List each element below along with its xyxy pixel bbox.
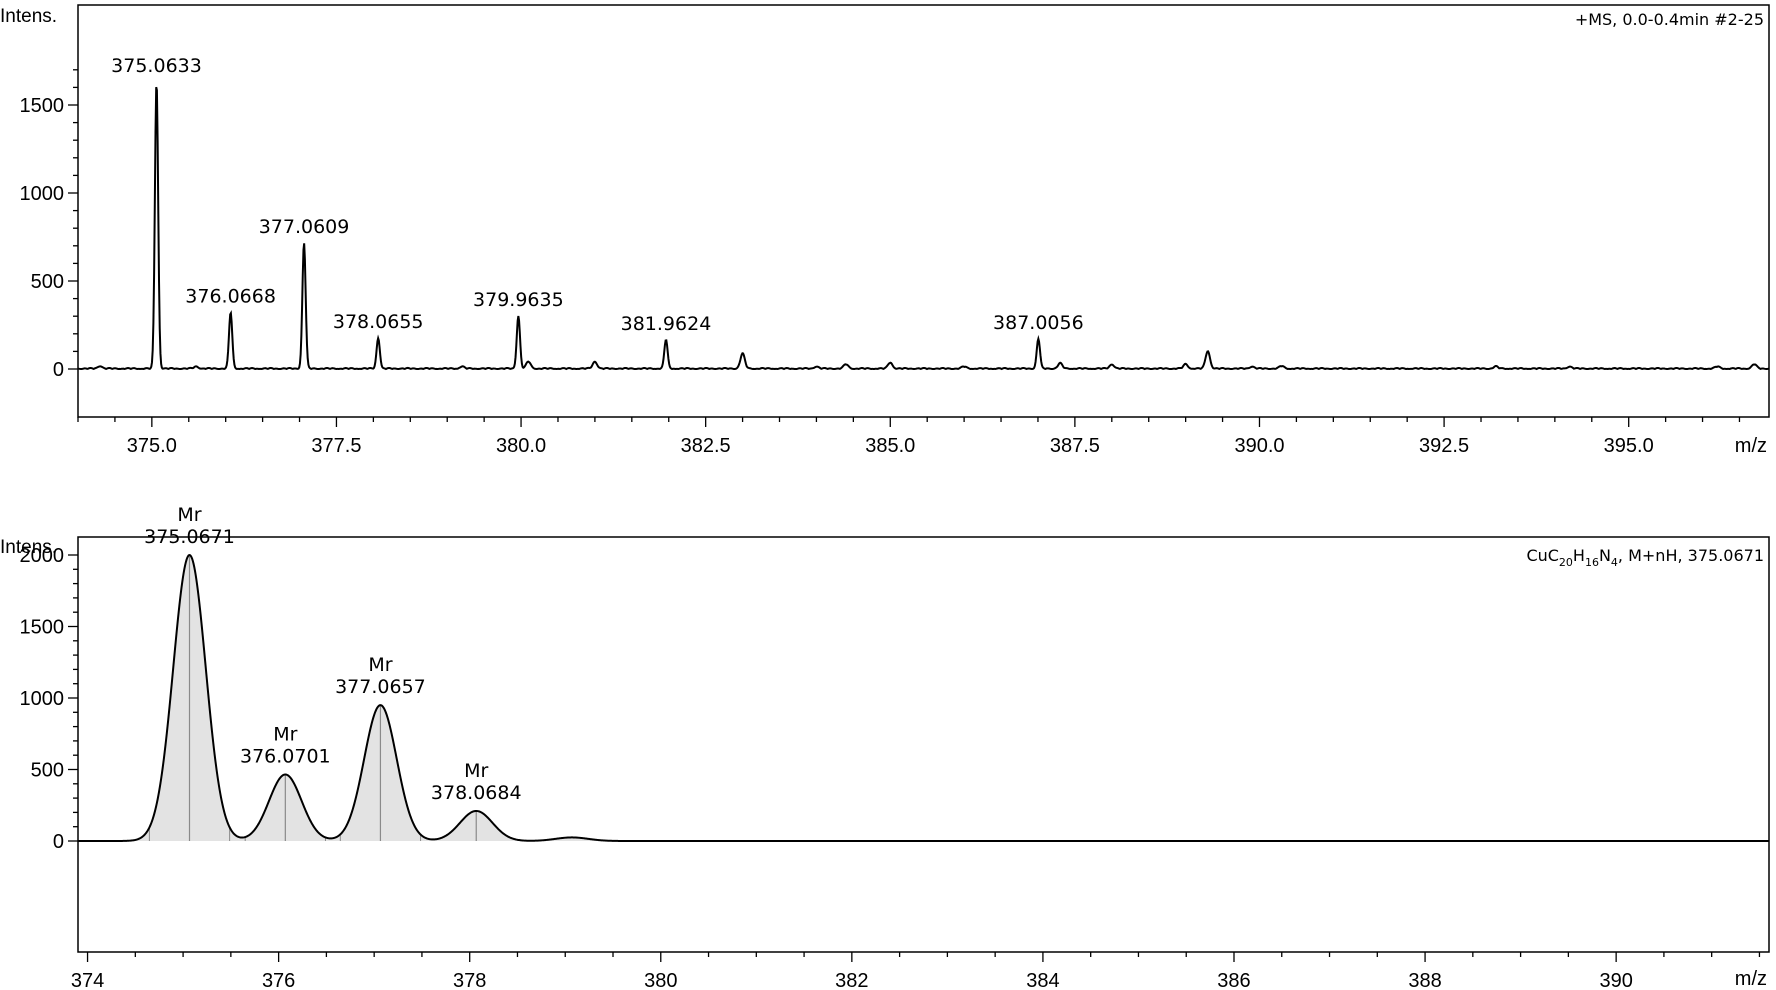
isotope-sticks (148, 555, 477, 841)
y-tick-label: 1500 (20, 95, 65, 117)
y-tick-label: 500 (31, 760, 64, 782)
y-tick-label: 0 (53, 831, 64, 853)
peak-label-prefix: Mr (368, 654, 392, 676)
x-tick-label: 382.5 (681, 435, 731, 457)
x-tick-label: 384 (1026, 970, 1059, 990)
x-tick-label: 392.5 (1419, 435, 1469, 457)
x-axis-label: m/z (1735, 968, 1767, 990)
y-tick-label: 1000 (20, 688, 65, 710)
x-tick-label: 375.0 (127, 435, 177, 457)
x-tick-label: 378 (453, 970, 486, 990)
peak-label-prefix: Mr (177, 504, 201, 526)
x-tick-label: 382 (835, 970, 868, 990)
peak-label-prefix: Mr (273, 724, 297, 746)
x-tick-label: 395.0 (1604, 435, 1654, 457)
x-tick-label: 387.5 (1050, 435, 1100, 457)
plot-frame (77, 4, 1770, 418)
x-axis-label: m/z (1735, 435, 1767, 457)
x-tick-label: 374 (71, 970, 104, 990)
y-tick-label: 0 (53, 359, 64, 381)
y-ticks: 0 500 1000 1500 2000 (20, 545, 78, 853)
y-axis-label: Intens. (0, 537, 57, 558)
x-tick-label: 376 (262, 970, 295, 990)
plot-frame (77, 536, 1770, 953)
peak-label: 387.0056 (993, 312, 1084, 334)
y-tick-label: 2000 (20, 545, 65, 567)
peak-label: 377.0657 (335, 676, 426, 698)
x-tick-label: 377.5 (311, 435, 361, 457)
peak-label: 377.0609 (259, 216, 350, 238)
peak-label: 376.0701 (240, 746, 331, 768)
peak-label: 375.0633 (111, 55, 202, 77)
peak-label: 378.0684 (431, 782, 522, 804)
x-tick-label: 386 (1217, 970, 1250, 990)
x-tick-label: 388 (1408, 970, 1441, 990)
isotope-area (78, 555, 661, 841)
peak-label: 381.9624 (621, 313, 712, 335)
y-tick-label: 1500 (20, 617, 65, 639)
scan-info-label: +MS, 0.0-0.4min #2-25 (1575, 10, 1764, 29)
y-ticks: 0 500 1000 1500 (20, 69, 78, 381)
measured-spectrum-panel: Intens. m/z +MS, 0.0-0.4min #2-25 0 500 10… (0, 4, 1770, 457)
y-tick-label: 500 (31, 271, 64, 293)
x-tick-label: 385.0 (865, 435, 915, 457)
isotope-envelope (78, 553, 1769, 842)
x-tick-label: 390 (1599, 970, 1632, 990)
x-tick-label: 380 (644, 970, 677, 990)
peak-label: 378.0655 (333, 311, 424, 333)
x-tick-label: 390.0 (1234, 435, 1284, 457)
x-ticks: 374 376 378 380 382 384 386 388 390 (71, 952, 1761, 990)
peak-label: 376.0668 (185, 286, 276, 308)
peak-label-prefix: Mr (464, 760, 488, 782)
peak-label: 379.9635 (473, 289, 564, 311)
formula-info-label: CuC20H16N4, M+nH, 375.0671 (1526, 546, 1764, 569)
peak-label: 375.0671 (144, 526, 235, 548)
y-axis-label: Intens. (0, 6, 57, 27)
simulated-pattern-panel: Intens. m/z CuC20H16N4, M+nH, 375.0671 0… (0, 504, 1770, 990)
x-ticks: 375.0 377.5 380.0 382.5 385.0 387.5 390.0 392.5… (77, 417, 1741, 457)
spectrum-trace (77, 86, 1770, 371)
peak-annotations: 375.0633 376.0668 377.0609 378.0655 379.9635… (111, 55, 1084, 335)
x-tick-label: 380.0 (496, 435, 546, 457)
y-tick-label: 1000 (20, 183, 65, 205)
